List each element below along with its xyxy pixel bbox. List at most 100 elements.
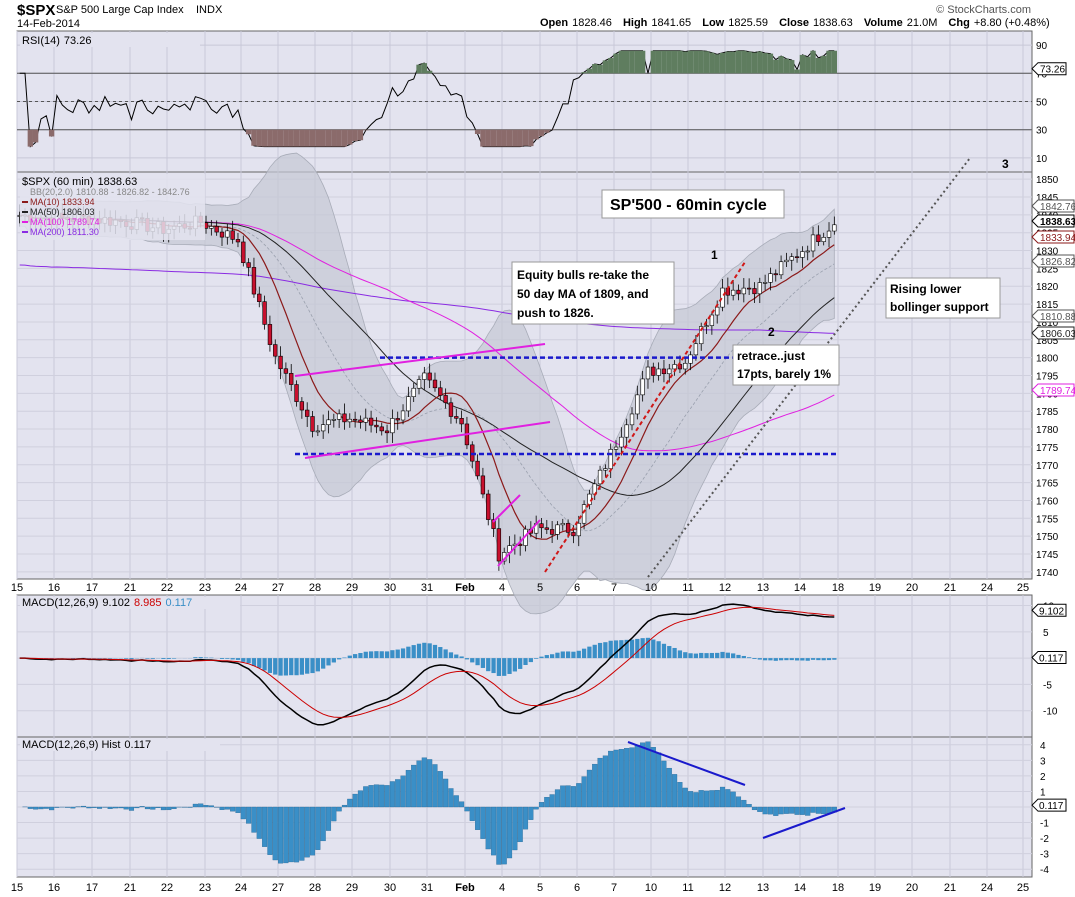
macd-panel-hist-bar [315, 658, 320, 672]
volume-value: 21.0M [907, 17, 938, 29]
price-candle [640, 378, 645, 396]
histogram-bar [128, 806, 135, 811]
histogram-bar [405, 769, 411, 808]
histogram-bar [38, 806, 44, 810]
x-tick-label-price: 5 [537, 582, 543, 594]
price-candle [752, 288, 757, 295]
macd-panel-hist-bar [762, 658, 768, 661]
ticker-exchange: INDX [196, 4, 223, 16]
price-candle [496, 528, 502, 562]
x-tick-label-bottom: 18 [832, 882, 844, 894]
macd-panel-hist-bar [299, 658, 304, 675]
macd-panel-hist-bar [278, 658, 283, 676]
histogram-bar [336, 806, 342, 812]
macd-panel-hist-bar [161, 658, 166, 660]
macd-panel-hist-bar [171, 658, 177, 659]
histogram-bar [656, 752, 662, 808]
price-candle [571, 532, 576, 537]
wave-label-2: 2 [768, 325, 775, 339]
x-tick-label-bottom: 11 [682, 882, 693, 894]
macd-panel-hist-bar [459, 656, 464, 659]
macd-panel-hist-bar [502, 658, 507, 676]
macd-panel-hist-bar [283, 658, 289, 676]
price-value-tag [1031, 230, 1075, 244]
macd-panel-hist-bar [805, 658, 810, 661]
macd-panel-hist-bar [518, 658, 523, 669]
macd-panel-hist-bar [443, 649, 448, 659]
histogram-bar [309, 806, 316, 856]
x-tick-label-bottom: Feb [455, 882, 475, 894]
macd-panel-hist-bar [464, 658, 470, 660]
histogram-bar [363, 786, 369, 808]
macd-panel-hist-bar [752, 658, 757, 660]
histogram-bar [698, 790, 704, 808]
x-tick-label-price: 31 [421, 582, 433, 594]
rsi-tick-label: 10 [1036, 154, 1048, 165]
histogram-bar [682, 787, 688, 808]
chg-value: +8.80 (+0.48%) [974, 17, 1050, 29]
x-tick-label-bottom: 20 [906, 882, 918, 894]
drawn-trendlines [294, 157, 971, 839]
macd-panel-hist-bar [725, 652, 730, 659]
histogram-bar [49, 806, 55, 811]
histogram-bar [299, 806, 305, 861]
histogram-bar [368, 785, 374, 808]
ma-legend-text: MA(10) 1833.94 [30, 197, 95, 207]
histogram-bar [693, 792, 699, 808]
price-tick-label: 1750 [1036, 532, 1059, 543]
rsi-value-tag-text: 73.26 [1040, 65, 1065, 76]
histogram-bar [640, 742, 646, 808]
histogram-bar [251, 806, 257, 833]
price-candle [305, 409, 310, 417]
macd-panel-hist-bar [629, 639, 635, 659]
price-candle [352, 418, 358, 421]
histogram-bar [86, 806, 92, 809]
histogram-bar [789, 806, 795, 814]
price-candle [406, 396, 411, 412]
x-tick-label-price: 27 [272, 582, 284, 594]
macd-panel-hist-bar [406, 646, 411, 659]
x-tick-label-price: 17 [86, 582, 98, 594]
macd-panel-hist-bar [645, 637, 651, 659]
ohlc-readout: Open 1828.46 High 1841.65 Low 1825.59 Close… [540, 17, 1050, 29]
price-candle [544, 527, 549, 530]
price-candle [219, 231, 225, 238]
histogram-bar [709, 790, 715, 808]
macd-panel-hist-bar [794, 658, 800, 661]
histogram-bar [602, 755, 608, 808]
macd-panel-hist-bar [709, 652, 714, 659]
macd-panel-hist-bar [416, 643, 422, 659]
histogram-bar [762, 806, 768, 815]
price-value-tag-text: 1826.82 [1040, 257, 1075, 268]
price-candle [629, 413, 635, 426]
macd-legend: MACD(12,26,9) 9.102 8.985 0.117 [20, 597, 240, 609]
price-candle [486, 493, 491, 520]
axes-labels: 1515161617172121222223232424272728282929… [11, 41, 1075, 894]
macd-panel-hist-bar [768, 658, 773, 661]
macd-panel-hist-bar [810, 658, 816, 660]
macd-panel-hist-bar [432, 644, 438, 659]
hist-tick-label: -1 [1040, 819, 1049, 830]
price-candle [283, 368, 289, 374]
bb-legend-label: BB(20,2.0) [30, 187, 73, 197]
histogram-bar [118, 806, 124, 809]
price-value-tag-text: 1789.74 [1040, 386, 1075, 397]
price-tick-label: 1830 [1036, 247, 1059, 258]
price-candle [565, 523, 571, 533]
histogram-bar [198, 803, 204, 808]
histogram-bar [810, 806, 816, 813]
histogram-bar [719, 786, 726, 808]
macd-panel-hist-bar [715, 652, 720, 659]
price-candle [342, 413, 347, 423]
histogram-bar [373, 784, 379, 808]
histogram-bar [443, 778, 449, 808]
price-candle [416, 379, 422, 389]
price-candle [267, 324, 273, 345]
macd-panel-hist-bar [390, 650, 395, 659]
histogram-bar [33, 806, 39, 810]
histogram-bar [150, 806, 156, 810]
price-candle [810, 234, 816, 252]
histogram-bar [325, 806, 332, 831]
macd-panel-hist-bar [534, 658, 539, 659]
